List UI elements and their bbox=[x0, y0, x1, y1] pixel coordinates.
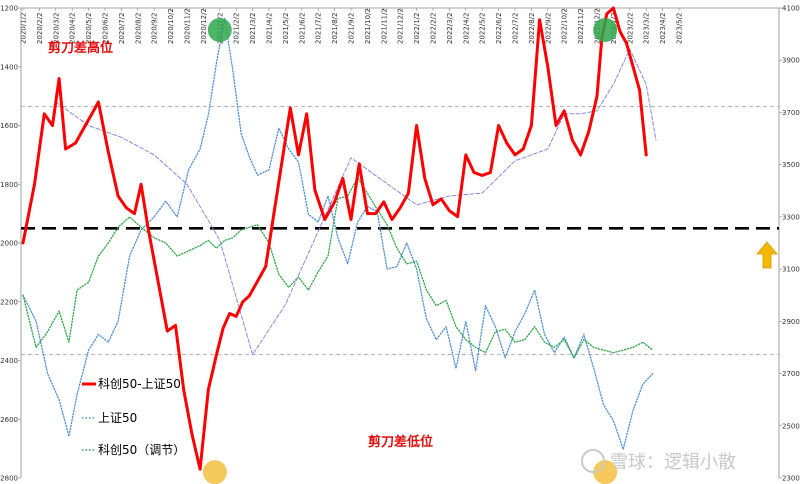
y-right-tick-label: 3700 bbox=[782, 109, 800, 117]
series-line-diff bbox=[21, 6, 648, 471]
y-left-tick-label: -2200 bbox=[0, 298, 18, 306]
x-tick-label: 2020/7/2 bbox=[118, 13, 126, 44]
x-tick-label: 2021/12/2 bbox=[397, 8, 405, 44]
x-tick-label: 2021/3/2 bbox=[249, 13, 257, 44]
high-marker-circle bbox=[593, 18, 618, 42]
axes-frame bbox=[20, 7, 780, 478]
x-tick-label: 2021/6/2 bbox=[298, 13, 306, 44]
series-line-kc50-adjusted bbox=[22, 177, 654, 359]
y-left-tick-label: -2600 bbox=[0, 416, 18, 424]
x-tick-label: 2022/5/2 bbox=[479, 13, 487, 44]
y-right-tick-label: 2500 bbox=[782, 422, 800, 430]
y-right-tick-label: 2900 bbox=[782, 318, 800, 326]
x-tick-label: 2021/8/2 bbox=[331, 13, 339, 44]
y-left-tick-label: -1800 bbox=[0, 181, 18, 189]
x-tick-label: 2020/10/2 bbox=[167, 8, 175, 44]
x-tick-label: 2023/5/2 bbox=[676, 13, 684, 44]
y-left-tick-label: -1200 bbox=[0, 5, 18, 13]
x-tick-label: 2020/6/2 bbox=[102, 13, 110, 44]
right-y-axis-ticks: 4100 3900 3700 3500 3300 3100 2900 2700 2500 2300 bbox=[779, 5, 800, 483]
y-right-tick-label: 2300 bbox=[782, 475, 800, 483]
x-tick-label: 2020/3/2 bbox=[52, 13, 60, 44]
low-marker-circle bbox=[593, 460, 618, 484]
y-left-tick-label: -2800 bbox=[0, 475, 18, 483]
y-right-tick-label: 3100 bbox=[782, 266, 800, 274]
x-tick-label: 2021/9/2 bbox=[348, 13, 356, 44]
x-tick-label: 2023/4/2 bbox=[659, 13, 667, 44]
y-left-tick-label: -2000 bbox=[0, 240, 18, 248]
x-tick-label: 2022/8/2 bbox=[528, 13, 536, 44]
x-tick-label: 2022/9/2 bbox=[544, 13, 552, 44]
x-tick-label: 2020/12/2 bbox=[200, 8, 208, 44]
x-tick-label: 2022/11/2 bbox=[577, 8, 585, 44]
x-tick-label: 2022/3/2 bbox=[446, 13, 454, 44]
x-tick-label: 2022/2/2 bbox=[430, 13, 438, 44]
y-right-tick-label: 3900 bbox=[782, 57, 800, 65]
y-right-tick-label: 2700 bbox=[782, 370, 800, 378]
x-tick-label: 2021/5/2 bbox=[282, 13, 290, 44]
legend-label-series-2: 上证50 bbox=[98, 411, 137, 425]
x-tick-label: 2022/4/2 bbox=[462, 13, 470, 44]
x-tick-label: 2023/2/2 bbox=[626, 13, 634, 44]
x-tick-label: 2020/5/2 bbox=[85, 13, 93, 44]
y-right-tick-label: 3500 bbox=[782, 161, 800, 169]
high-annotation: 剪刀差高位 bbox=[48, 40, 113, 56]
watermark-text: 雪球：逻辑小散 bbox=[610, 452, 736, 473]
x-tick-label: 2022/7/2 bbox=[512, 13, 520, 44]
x-tick-label: 2020/4/2 bbox=[69, 13, 77, 44]
x-tick-label: 2020/1/2 bbox=[20, 13, 28, 44]
y-right-tick-label: 4100 bbox=[782, 5, 800, 13]
extreme-markers bbox=[202, 18, 618, 484]
x-tick-label: 2020/9/2 bbox=[151, 13, 159, 44]
x-tick-label: 2020/8/2 bbox=[134, 13, 142, 44]
up-arrow-icon bbox=[756, 241, 778, 269]
x-tick-label: 2020/11/2 bbox=[184, 8, 192, 44]
y-right-tick-label: 3300 bbox=[782, 213, 800, 221]
left-y-axis-ticks: -1200 -1400 -1600 -1800 -2000 -2200 -2400 -2600… bbox=[0, 5, 21, 483]
series-lines bbox=[21, 6, 657, 471]
y-left-tick-label: -1600 bbox=[0, 122, 18, 130]
x-tick-label: 2023/3/2 bbox=[643, 13, 651, 44]
watermark: 雪球：逻辑小散 bbox=[581, 449, 736, 473]
series-line-sz50 bbox=[22, 17, 654, 450]
x-tick-label: 2021/11/2 bbox=[380, 8, 388, 44]
x-tick-label: 2021/4/2 bbox=[266, 13, 274, 44]
x-tick-label: 2020/2/2 bbox=[36, 13, 44, 44]
y-left-tick-label: -1400 bbox=[0, 63, 18, 71]
y-left-tick-label: -2400 bbox=[0, 357, 18, 365]
x-tick-label: 2022/1/2 bbox=[413, 13, 421, 44]
series-line-diff-trend bbox=[55, 48, 657, 356]
legend: 科创50-上证50 上证50 科创50（调节） bbox=[82, 377, 185, 457]
legend-label-series-3: 科创50（调节） bbox=[98, 443, 185, 457]
watermark-logo-icon bbox=[581, 449, 605, 473]
reference-lines bbox=[21, 106, 779, 356]
x-tick-label: 2022/6/2 bbox=[495, 13, 503, 44]
low-marker-circle bbox=[202, 460, 227, 484]
high-marker-circle bbox=[207, 18, 232, 42]
legend-label-series-1: 科创50-上证50 bbox=[98, 377, 181, 391]
x-tick-label: 2021/2/2 bbox=[233, 13, 241, 44]
x-tick-label: 2022/10/2 bbox=[561, 8, 569, 44]
x-tick-label: 2021/10/2 bbox=[364, 8, 372, 44]
x-axis-ticks: 2020/1/2 2020/2/2 2020/3/2 2020/4/2 2020/5/2… bbox=[20, 8, 684, 44]
low-annotation: 剪刀差低位 bbox=[368, 434, 433, 450]
x-tick-label: 2021/7/2 bbox=[315, 13, 323, 44]
